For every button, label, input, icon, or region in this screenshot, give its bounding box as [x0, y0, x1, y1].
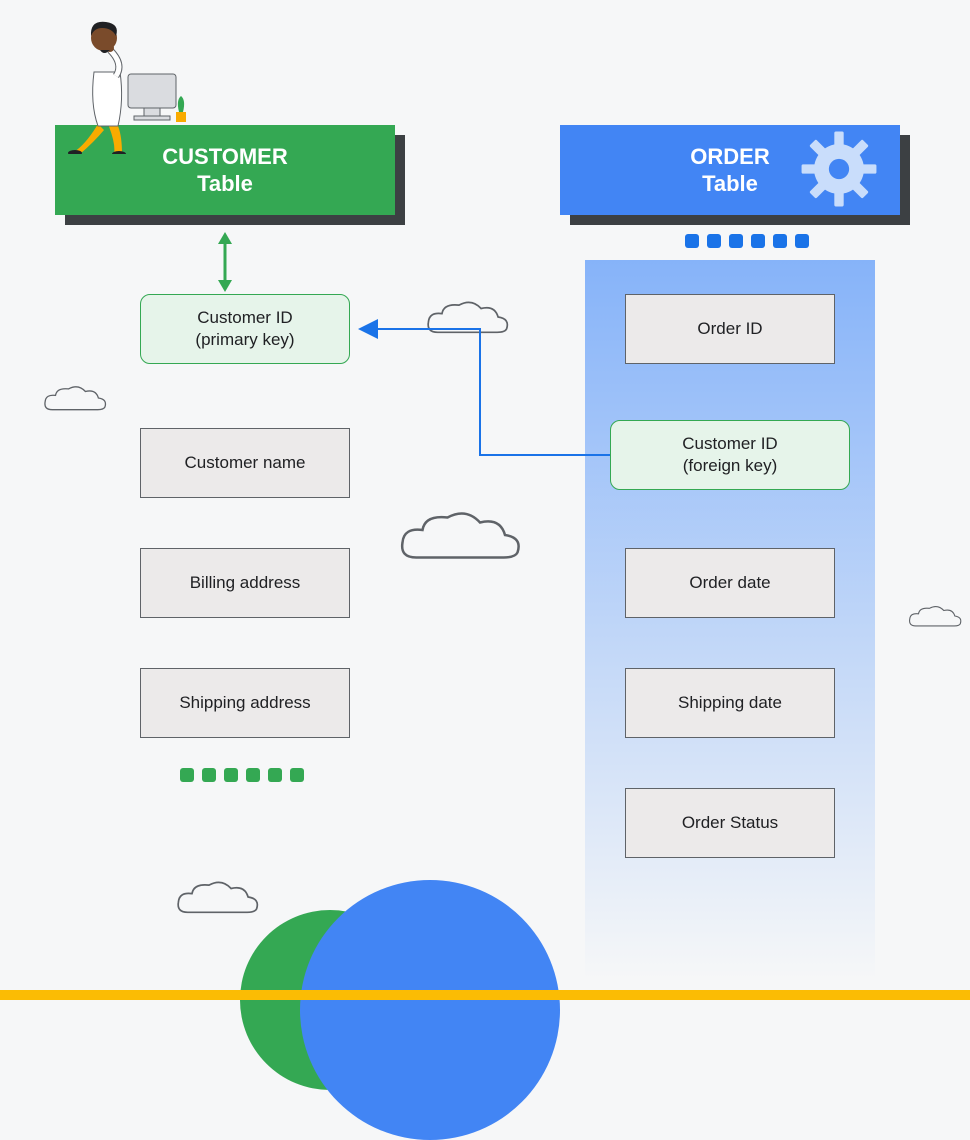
customer-field: Customer name [140, 428, 350, 498]
order-field: Order Status [625, 788, 835, 858]
field-label: Billing address [190, 572, 301, 594]
gear-icon [800, 130, 878, 213]
dot [795, 234, 809, 248]
field-label: Shipping date [678, 692, 782, 714]
dot [224, 768, 238, 782]
customer-field: Shipping address [140, 668, 350, 738]
dot [180, 768, 194, 782]
order-field: Customer ID(foreign key) [610, 420, 850, 490]
field-label: Order ID [697, 318, 762, 340]
dot [268, 768, 282, 782]
dot [773, 234, 787, 248]
field-label: Order date [689, 572, 770, 594]
bottom-accent-bar [0, 990, 970, 1000]
order-top-dots [685, 234, 809, 248]
field-label: Customer ID(foreign key) [682, 433, 777, 477]
order-field: Order date [625, 548, 835, 618]
order-field: Shipping date [625, 668, 835, 738]
customer-field: Customer ID(primary key) [140, 294, 350, 364]
dot [707, 234, 721, 248]
dot [246, 768, 260, 782]
field-label: Shipping address [179, 692, 310, 714]
dot [685, 234, 699, 248]
dot [290, 768, 304, 782]
field-label: Customer name [185, 452, 306, 474]
order-field: Order ID [625, 294, 835, 364]
customer-field: Billing address [140, 548, 350, 618]
dot [751, 234, 765, 248]
field-label: Customer ID(primary key) [195, 307, 294, 351]
person-illustration [66, 14, 186, 154]
field-label: Order Status [682, 812, 778, 834]
diagram-canvas: CUSTOMER Table ORDER Table Customer ID(p… [0, 0, 970, 1000]
dot [202, 768, 216, 782]
dot [729, 234, 743, 248]
customer-continuation-dots [180, 768, 304, 782]
